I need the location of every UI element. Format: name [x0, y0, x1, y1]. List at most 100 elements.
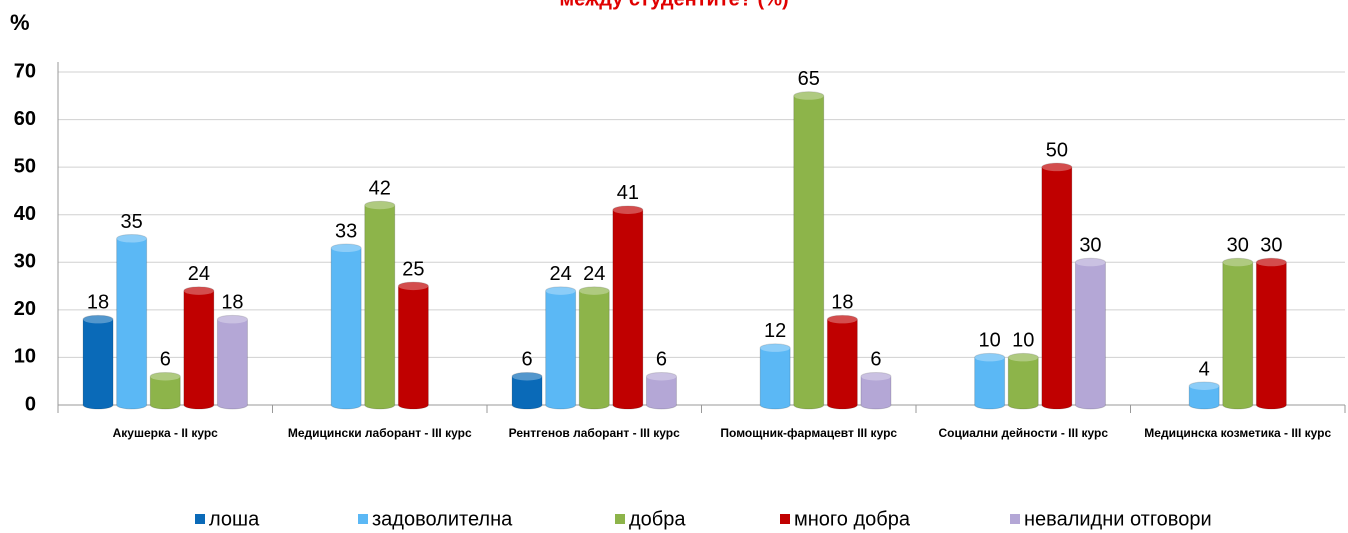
- bar-top: [83, 315, 114, 324]
- x-tick-label: Медицински лаборант - III курс: [287, 426, 472, 440]
- bar: [1074, 257, 1106, 410]
- value-label: 41: [617, 182, 639, 204]
- bar-top: [1256, 258, 1287, 267]
- bar: [1255, 257, 1287, 410]
- bar: [545, 286, 577, 410]
- legend-swatch: [615, 514, 625, 524]
- bar-top: [612, 205, 643, 214]
- y-tick-label: 20: [14, 298, 36, 320]
- value-label: 18: [831, 292, 853, 314]
- y-tick-label: 50: [14, 155, 36, 177]
- legend-label: лоша: [209, 508, 260, 530]
- value-label: 33: [335, 220, 357, 242]
- value-label: 25: [402, 258, 424, 280]
- bar-top: [793, 91, 824, 100]
- value-label: 18: [221, 292, 243, 314]
- value-label: 30: [1227, 235, 1249, 257]
- y-tick-label: 0: [25, 393, 36, 415]
- value-label: 24: [583, 263, 605, 285]
- bar: [82, 314, 114, 410]
- y-axis-label: %: [10, 10, 30, 35]
- bar: [860, 371, 892, 410]
- value-label: 6: [870, 349, 881, 371]
- y-tick-label: 70: [14, 60, 36, 82]
- bar-top: [116, 234, 147, 243]
- bar: [183, 286, 215, 410]
- value-label: 4: [1199, 358, 1210, 380]
- bar-top: [364, 201, 395, 210]
- bar-top: [545, 286, 576, 295]
- bar-top: [1008, 353, 1039, 362]
- bar: [578, 286, 610, 410]
- x-tick-label: Акушерка - II курс: [112, 426, 218, 440]
- bar: [397, 281, 429, 410]
- bar-top: [331, 244, 362, 253]
- bar-top: [827, 315, 858, 324]
- legend-label: много добра: [794, 508, 911, 530]
- bar: [645, 371, 677, 410]
- bar-top: [1041, 163, 1072, 172]
- bar-top: [183, 286, 214, 295]
- chart-title: между студентите? (%): [559, 0, 788, 10]
- bar: [1041, 162, 1073, 410]
- value-label: 24: [550, 263, 572, 285]
- bar: [612, 205, 644, 410]
- value-label: 42: [369, 177, 391, 199]
- value-label: 6: [521, 349, 532, 371]
- bar: [759, 343, 791, 410]
- bar-top: [1189, 381, 1220, 390]
- value-label: 10: [1012, 330, 1034, 352]
- x-tick-label: Помощник-фармацевт III курс: [720, 426, 898, 440]
- bar-top: [1075, 258, 1106, 267]
- y-tick-label: 10: [14, 346, 36, 368]
- value-label: 6: [160, 349, 171, 371]
- y-tick-label: 40: [14, 203, 36, 225]
- bar-top: [974, 353, 1005, 362]
- bar: [974, 352, 1006, 410]
- bar: [511, 371, 543, 410]
- legend-swatch: [1010, 514, 1020, 524]
- bar-top: [150, 372, 181, 381]
- bar: [330, 243, 362, 410]
- bar: [149, 371, 181, 410]
- bar-top: [512, 372, 543, 381]
- value-label: 18: [87, 292, 109, 314]
- legend-swatch: [358, 514, 368, 524]
- value-label: 10: [979, 330, 1001, 352]
- bar-top: [860, 372, 891, 381]
- bar-top: [217, 315, 248, 324]
- value-label: 35: [121, 211, 143, 233]
- bar: [116, 234, 148, 410]
- x-tick-label: Социални дейности - III курс: [938, 426, 1109, 440]
- bar-top: [398, 282, 429, 291]
- value-label: 65: [798, 68, 820, 90]
- legend-label: задоволителна: [372, 508, 513, 530]
- value-label: 24: [188, 263, 210, 285]
- value-label: 30: [1260, 235, 1282, 257]
- bar: [1222, 257, 1254, 410]
- x-tick-label: Медицинска козметика - III курс: [1144, 426, 1332, 440]
- legend-swatch: [780, 514, 790, 524]
- bar: [1188, 381, 1220, 410]
- bar: [364, 200, 396, 410]
- value-label: 12: [764, 320, 786, 342]
- bar: [216, 314, 248, 410]
- bar: [1007, 352, 1039, 410]
- bar: [793, 91, 825, 410]
- value-label: 30: [1079, 235, 1101, 257]
- legend-swatch: [195, 514, 205, 524]
- x-tick-label: Рентгенов лаборант - III курс: [508, 426, 680, 440]
- bar-top: [760, 343, 791, 352]
- legend-label: добра: [629, 508, 686, 530]
- bar-top: [579, 286, 610, 295]
- value-label: 6: [656, 349, 667, 371]
- bar: [826, 314, 858, 410]
- y-tick-label: 60: [14, 108, 36, 130]
- value-label: 50: [1046, 139, 1068, 161]
- bar-top: [646, 372, 677, 381]
- y-tick-label: 30: [14, 251, 36, 273]
- bar-top: [1222, 258, 1253, 267]
- legend-label: невалидни отговори: [1024, 508, 1212, 530]
